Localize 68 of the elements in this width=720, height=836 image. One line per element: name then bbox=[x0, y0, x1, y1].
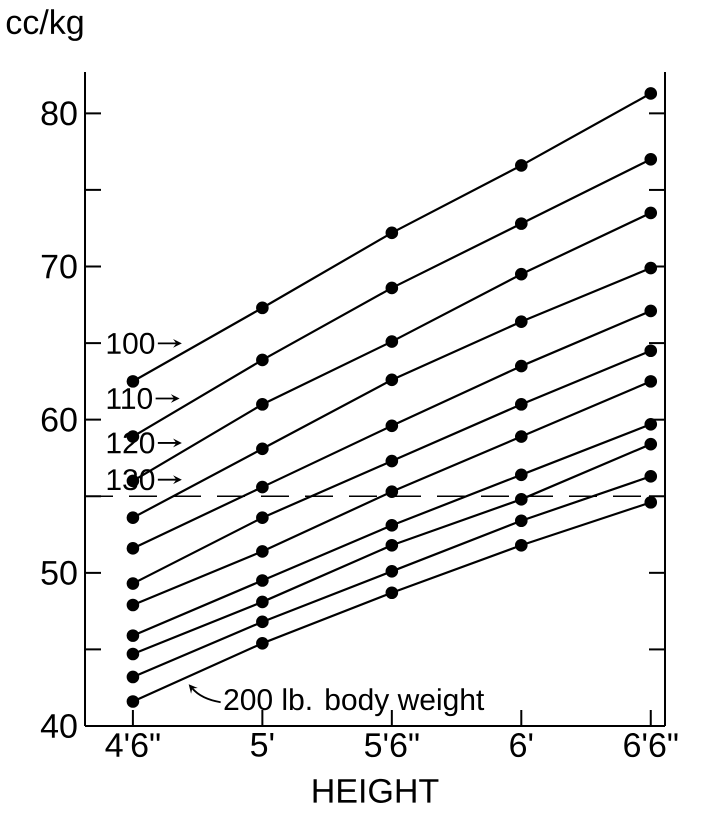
point bbox=[644, 304, 658, 318]
x-tick-label: 5'6" bbox=[364, 733, 419, 758]
point bbox=[514, 538, 528, 552]
point bbox=[644, 438, 658, 450]
point bbox=[386, 454, 398, 468]
point bbox=[256, 354, 269, 366]
point bbox=[644, 344, 658, 358]
point bbox=[386, 420, 398, 432]
legend-label: 110 bbox=[108, 388, 152, 410]
point bbox=[126, 598, 140, 612]
point bbox=[256, 574, 269, 587]
point bbox=[644, 206, 658, 220]
point bbox=[386, 226, 398, 240]
y-tick-label: 60 bbox=[42, 408, 77, 432]
point bbox=[514, 430, 528, 443]
legend-label: 100 bbox=[108, 332, 154, 354]
point bbox=[514, 398, 528, 411]
point bbox=[256, 302, 269, 314]
point bbox=[256, 480, 269, 494]
point bbox=[256, 545, 269, 558]
point bbox=[126, 670, 140, 684]
point bbox=[644, 418, 658, 431]
point bbox=[256, 596, 269, 608]
point bbox=[126, 375, 140, 388]
point bbox=[126, 577, 140, 590]
x-tick-label: 6'6" bbox=[624, 733, 678, 758]
point bbox=[126, 695, 140, 708]
point bbox=[514, 159, 528, 172]
x-tick-label: 4'6" bbox=[106, 733, 160, 758]
point bbox=[126, 542, 140, 555]
point bbox=[126, 629, 140, 642]
point bbox=[126, 511, 140, 524]
point bbox=[514, 268, 528, 280]
point bbox=[256, 442, 269, 456]
point bbox=[644, 375, 658, 388]
y-axis-title: cc/kg bbox=[6, 9, 82, 41]
point bbox=[386, 565, 398, 578]
point bbox=[256, 398, 269, 411]
point bbox=[256, 511, 269, 524]
x-axis-title: HEIGHT bbox=[314, 778, 438, 803]
y-tick-label: 50 bbox=[41, 560, 77, 585]
point bbox=[386, 519, 398, 532]
y-tick-label: 80 bbox=[42, 101, 77, 126]
point bbox=[256, 636, 269, 650]
point bbox=[514, 315, 528, 328]
point bbox=[644, 262, 658, 274]
point bbox=[386, 485, 398, 498]
x-tick-label: 6' bbox=[510, 733, 532, 758]
y-tick-label: 40 bbox=[40, 714, 77, 738]
point bbox=[514, 514, 528, 528]
point bbox=[386, 586, 398, 600]
point bbox=[386, 335, 398, 348]
point bbox=[386, 282, 398, 294]
y-tick-label: 70 bbox=[42, 254, 77, 279]
point bbox=[514, 360, 528, 372]
point bbox=[514, 468, 528, 482]
point bbox=[644, 496, 658, 509]
point bbox=[386, 374, 398, 386]
point bbox=[514, 217, 528, 230]
point bbox=[126, 648, 140, 660]
point bbox=[644, 87, 658, 100]
point bbox=[386, 538, 398, 552]
point bbox=[256, 616, 269, 628]
x-tick-label: 5' bbox=[251, 733, 274, 757]
legend-label: 200 lb. body weight bbox=[224, 688, 484, 716]
point bbox=[644, 153, 658, 166]
point bbox=[644, 470, 658, 483]
point bbox=[514, 493, 528, 506]
